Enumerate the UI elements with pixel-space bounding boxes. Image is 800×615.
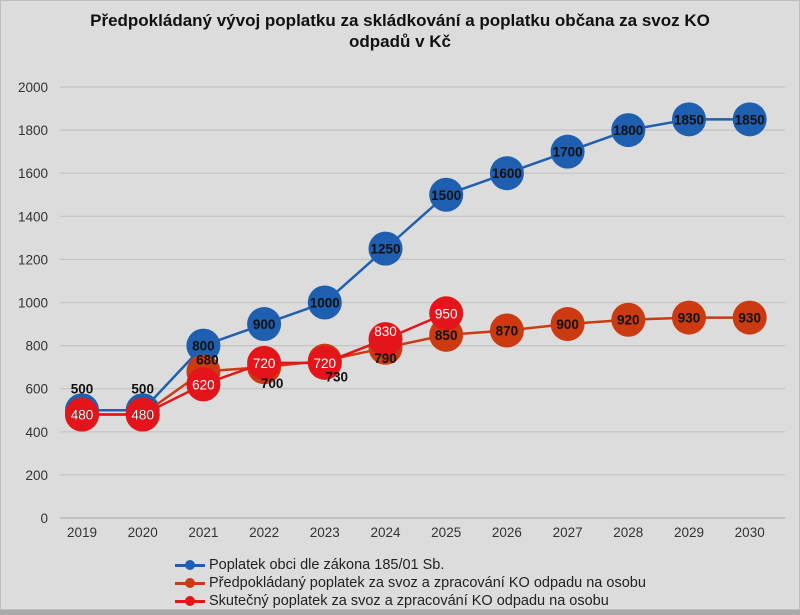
data-point-marker <box>368 231 403 266</box>
data-label: 730 <box>326 370 349 385</box>
data-label: 480 <box>71 408 94 423</box>
data-label: 900 <box>556 317 579 332</box>
data-point-marker <box>186 367 221 402</box>
legend-marker-blue-icon <box>175 559 205 571</box>
data-label: 1500 <box>431 188 461 203</box>
y-tick-label: 1800 <box>18 123 48 138</box>
chart-title-line-2: odpadů v Kč <box>348 32 451 51</box>
data-label: 480 <box>131 408 154 423</box>
data-point-marker <box>307 345 342 380</box>
x-tick-label: 2024 <box>370 525 401 540</box>
chart-title: Předpokládaný vývoj poplatku za skládkov… <box>0 10 800 52</box>
data-point-marker <box>672 300 706 335</box>
data-label: 1850 <box>674 112 704 127</box>
data-label: 930 <box>678 311 701 326</box>
data-point-marker <box>247 345 282 380</box>
data-label: 1700 <box>553 145 583 160</box>
data-label: 930 <box>738 311 761 326</box>
data-label: 900 <box>253 317 276 332</box>
data-point-marker <box>489 156 524 191</box>
series-line <box>82 118 750 412</box>
data-point-marker <box>732 300 767 335</box>
data-point-marker <box>550 307 585 342</box>
data-label: 500 <box>71 381 94 396</box>
x-tick-label: 2020 <box>128 525 158 540</box>
chart-title-line-1: Předpokládaný vývoj poplatku za skládkov… <box>90 11 710 30</box>
data-point-marker <box>307 285 342 320</box>
x-tick-label: 2025 <box>431 525 461 540</box>
data-label: 920 <box>617 313 640 328</box>
data-point-marker <box>429 177 464 212</box>
bottom-edge <box>0 610 800 615</box>
data-label: 620 <box>192 377 215 392</box>
legend-marker-red-icon <box>175 595 205 607</box>
data-label: 800 <box>192 339 215 354</box>
data-point-marker <box>550 134 585 169</box>
data-label: 1600 <box>492 166 522 181</box>
y-tick-label: 2000 <box>18 80 48 95</box>
data-point-marker <box>247 307 282 342</box>
x-tick-label: 2022 <box>249 525 279 540</box>
data-label: 700 <box>261 376 284 391</box>
data-point-marker <box>368 322 403 357</box>
x-tick-label: 2028 <box>613 525 643 540</box>
data-point-marker <box>672 102 706 137</box>
x-tick-label: 2023 <box>310 525 340 540</box>
data-label: 830 <box>374 324 397 339</box>
x-tick-label: 2029 <box>674 525 704 540</box>
series-line <box>82 316 750 416</box>
data-label: 870 <box>496 324 519 339</box>
x-tick-label: 2026 <box>492 525 522 540</box>
y-tick-label: 600 <box>25 382 48 397</box>
data-point-marker <box>611 113 646 148</box>
data-point-marker <box>186 328 221 363</box>
legend-item-skutecny: Skutečný poplatek za svoz a zpracování K… <box>175 592 646 610</box>
data-point-marker <box>732 102 767 137</box>
y-tick-label: 800 <box>25 339 48 354</box>
data-label: 1000 <box>310 296 340 311</box>
data-point-marker <box>125 397 160 432</box>
x-tick-label: 2027 <box>553 525 583 540</box>
data-label: 850 <box>435 328 458 343</box>
legend-label: Předpokládaný poplatek za svoz a zpracov… <box>209 575 646 591</box>
y-tick-label: 400 <box>25 425 48 440</box>
data-label: 720 <box>314 356 337 371</box>
data-label: 500 <box>131 381 154 396</box>
data-label: 950 <box>435 306 458 321</box>
x-tick-label: 2021 <box>188 525 218 540</box>
x-tick-label: 2019 <box>67 525 97 540</box>
legend-label: Skutečný poplatek za svoz a zpracování K… <box>209 593 609 609</box>
legend-label: Poplatek obci dle zákona 185/01 Sb. <box>209 557 445 573</box>
y-tick-label: 1600 <box>18 166 48 181</box>
data-label: 1250 <box>370 242 400 257</box>
y-tick-label: 1000 <box>18 296 48 311</box>
data-point-marker <box>611 302 646 337</box>
data-label: 1800 <box>613 123 643 138</box>
x-tick-label: 2030 <box>735 525 765 540</box>
data-point-marker <box>489 313 524 348</box>
data-label: 480 <box>71 408 94 423</box>
data-label: 480 <box>131 408 154 423</box>
data-label: 1850 <box>735 112 765 127</box>
legend-item-predpokladany: Předpokládaný poplatek za svoz a zpracov… <box>175 574 646 592</box>
data-label: 790 <box>374 351 397 366</box>
data-label: 680 <box>196 352 219 367</box>
data-point-marker <box>65 397 99 432</box>
legend: Poplatek obci dle zákona 185/01 Sb. Před… <box>175 556 646 610</box>
y-tick-label: 0 <box>40 511 48 526</box>
y-tick-label: 1400 <box>18 209 48 224</box>
y-tick-label: 1200 <box>18 252 48 267</box>
legend-item-obce: Poplatek obci dle zákona 185/01 Sb. <box>175 556 646 574</box>
data-point-marker <box>429 296 464 331</box>
y-tick-label: 200 <box>25 468 48 483</box>
data-label: 720 <box>253 356 276 371</box>
legend-marker-orange-icon <box>175 577 205 589</box>
